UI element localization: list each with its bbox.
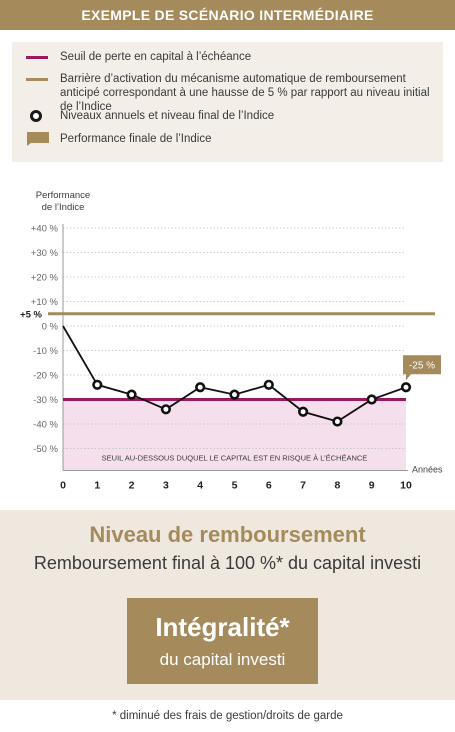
y-tick-label: -20 % [33,371,58,382]
y-tick-label: +30 % [31,248,59,259]
legend-label: Barrière d’activation du mécanisme autom… [60,73,430,113]
y-tick-label: -40 % [33,420,58,431]
legend-item-levels: Niveaux annuels et niveau final de l’Ind… [12,109,443,125]
risk-zone [63,399,406,471]
result-subheading: Remboursement final à 100 %* du capital … [33,553,422,573]
circle-marker-icon [30,110,42,122]
y-tick-label: -30 % [33,395,58,406]
barrier-swatch [26,78,48,81]
x-tick-label: 2 [129,480,135,492]
result-box-title: Intégralité* [155,612,290,642]
x-tick-label: 9 [369,480,375,492]
legend-item-barrier: Barrière d’activation du mécanisme autom… [12,72,443,113]
data-point [195,382,206,393]
y-tick-label: +20 % [31,273,59,284]
legend-label: Performance finale de l’Indice [60,133,212,145]
data-point [298,406,309,417]
x-tick-label: 5 [232,480,238,492]
footnote: * diminué des frais de gestion/droits de… [112,710,343,722]
x-tick-label: 6 [266,480,272,492]
x-tick-label: 3 [163,480,169,492]
y-tick-label: +40 % [31,224,59,235]
legend-item-loss-threshold: Seuil de perte en capital à l’échéance [12,50,443,66]
x-tick-label: 0 [60,480,66,492]
y-axis-title: Performance [36,190,90,201]
x-tick-label: 10 [400,480,412,492]
x-tick-label: 4 [197,480,203,492]
data-point [92,379,103,390]
page-title: EXEMPLE DE SCÉNARIO INTERMÉDIAIRE [81,7,374,23]
y-tick-label: +10 % [31,297,59,308]
risk-zone-label: SEUIL AU-DESSOUS DUQUEL LE CAPITAL EST E… [102,454,368,463]
final-performance-label: -25 % [409,360,435,371]
data-point [400,382,412,393]
page-title-banner: EXEMPLE DE SCÉNARIO INTERMÉDIAIRE [0,0,455,30]
y-tick-label: -10 % [33,346,58,357]
flag-label-icon [27,132,49,146]
performance-chart: SEUIL AU-DESSOUS DUQUEL LE CAPITAL EST E… [20,190,443,492]
result-box: Intégralité* du capital investi [127,598,318,684]
data-point [126,389,137,400]
data-point [263,379,274,390]
final-performance-flag [403,355,441,381]
data-point [229,389,240,400]
x-tick-label: 7 [300,480,306,492]
data-point [366,394,377,405]
result-box-subtitle: du capital investi [159,650,286,669]
data-point [332,416,343,427]
x-axis-title: Années [412,465,443,475]
x-tick-label: 8 [334,480,340,492]
x-tick-label: 1 [94,480,100,492]
data-point [160,404,171,415]
loss-threshold-swatch [26,56,48,59]
legend-label: Niveaux annuels et niveau final de l’Ind… [60,110,275,122]
y-tick-label: +5 % [20,309,42,320]
y-tick-label: 0 % [42,322,59,333]
y-axis-title: de l’Indice [42,202,85,213]
chart-legend: Seuil de perte en capital à l’échéance B… [12,42,443,162]
result-heading: Niveau de remboursement [89,522,366,547]
y-tick-label: -50 % [33,444,58,455]
legend-label: Seuil de perte en capital à l’échéance [60,51,252,63]
legend-item-final: Performance finale de l’Indice [12,132,443,148]
